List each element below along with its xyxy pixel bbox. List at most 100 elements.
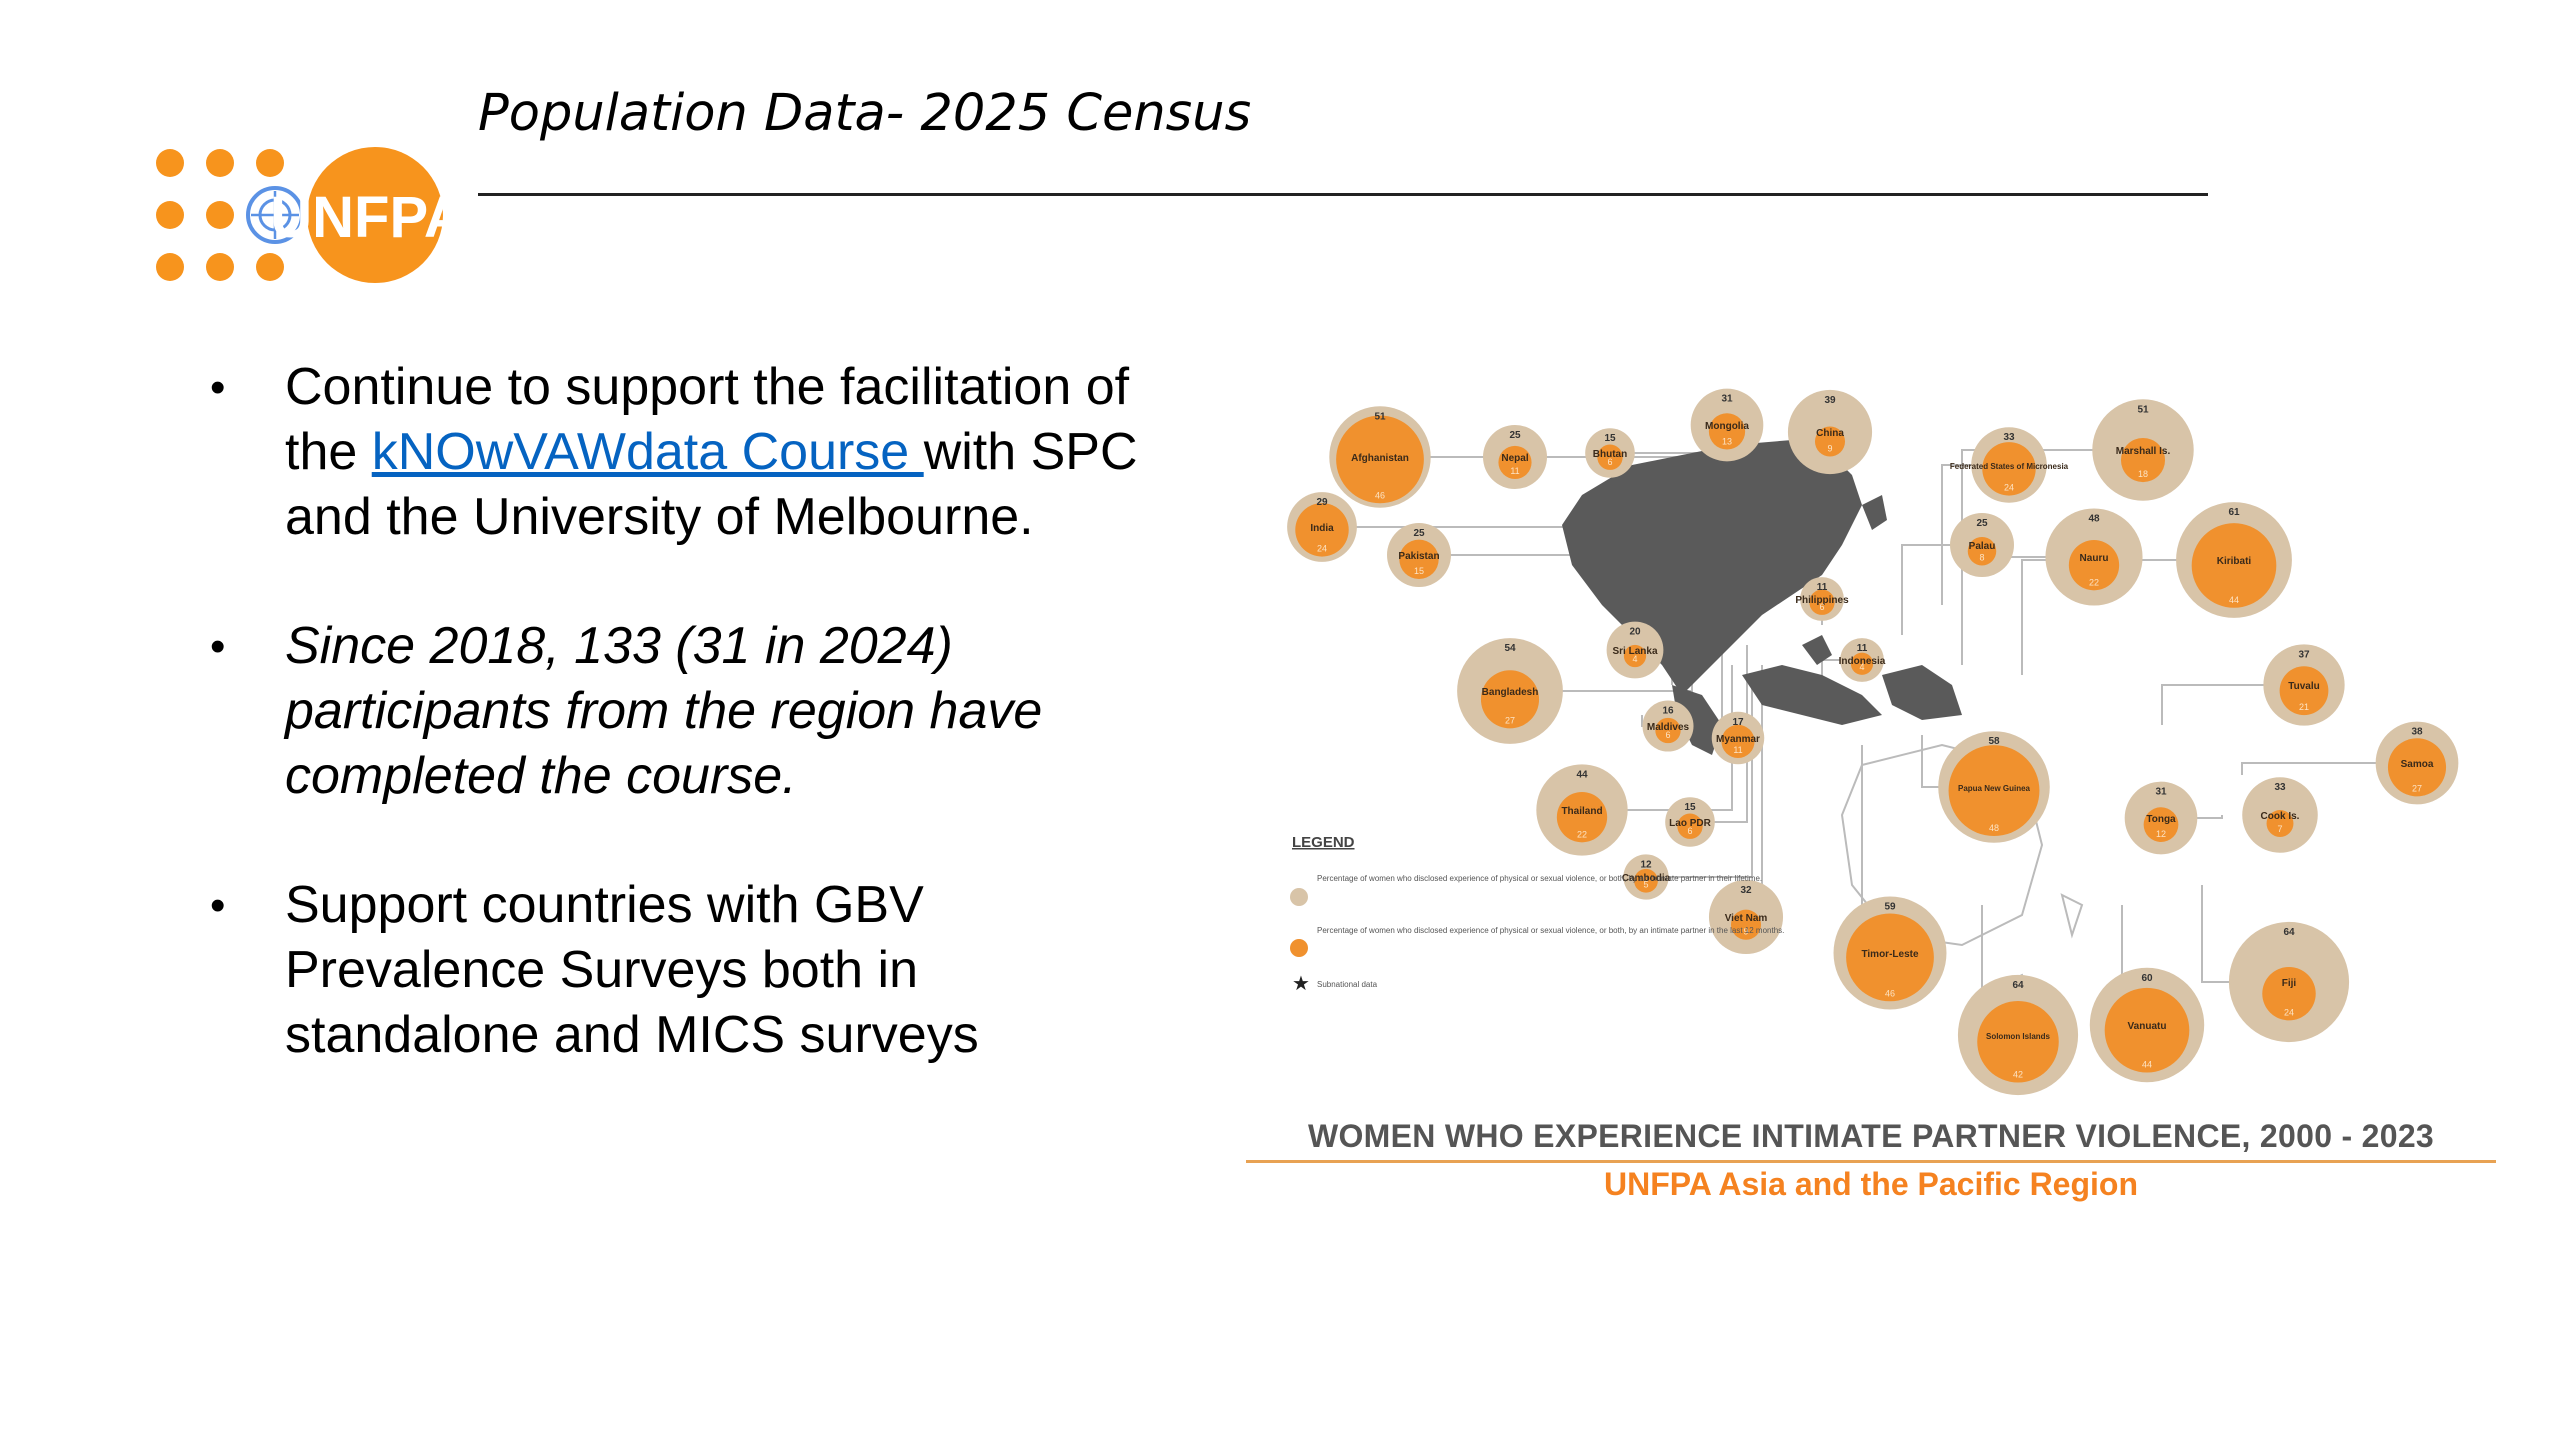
last12-value: 6 [1607,457,1612,467]
legend-subnational-label: Subnational data [1317,980,1378,989]
country-name: Palau [1969,541,1996,552]
last12-value: 27 [1505,715,1515,725]
last12-value: 6 [1687,826,1692,836]
country-bubble: 51 Afghanistan 46 [1329,406,1431,508]
country-bubble: 31 Mongolia 13 [1690,388,1764,462]
country-bubble: 25 Pakistan 15 [1387,523,1451,587]
country-bubble: 25 Nepal 11 [1483,425,1547,489]
lifetime-value: 15 [1604,433,1616,444]
last12-circle [1498,445,1532,479]
lifetime-value: 64 [2283,927,2295,938]
country-bubble: 64 Fiji 24 [2228,921,2350,1043]
lifetime-value: 33 [2003,432,2015,443]
country-name: Bhutan [1593,449,1627,460]
unfpa-logo: UNFPA [156,147,450,283]
caption-divider [1246,1160,2496,1163]
page-title: Population Data- 2025 Census [478,84,1252,143]
last12-value: 18 [2138,469,2148,479]
last12-value: 44 [2142,1060,2152,1070]
lifetime-value: 32 [1740,885,1752,896]
last12-value: 24 [1317,544,1327,554]
lifetime-value: 33 [2274,782,2286,793]
last12-value: 7 [2277,824,2282,834]
bullet-text: with SPC and the University of Melbourne… [285,423,1138,546]
last12-value: 5 [1643,880,1648,890]
bullet-icon: • [210,881,226,930]
last12-circle [1634,868,1658,893]
last12-circle [1556,792,1608,843]
last12-circle [1977,1001,2059,1083]
last12-circle [2279,666,2329,716]
country-name: Lao PDR [1669,818,1711,829]
last12-circle [2387,738,2447,797]
country-name: Maldives [1647,722,1690,733]
connector-line [2021,559,2234,675]
last12-circle [2262,966,2316,1021]
lifetime-value: 25 [1413,528,1425,539]
country-name: Indonesia [1839,656,1886,667]
last12-value: 22 [2089,577,2099,587]
map-legend: LEGEND Percentage of women who disclosed… [1290,834,1784,995]
country-bubble: 33 Cook Is. 7 [2242,777,2318,853]
last12-value: 12 [2156,829,2166,839]
last12-circle [1730,909,1762,940]
knowvawdata-course-link[interactable]: kNOwVAWdata Course [371,423,924,481]
country-name: India [1310,523,1334,534]
country-bubble: 37 Tuvalu 21 [2263,644,2345,726]
last12-value: 9 [1743,927,1748,937]
lifetime-value: 64 [2012,980,2024,991]
logo-circle [307,147,443,283]
last12-circle [1336,415,1424,504]
last12-value: 4 [1859,662,1864,672]
country-bubble: 60 Vanuatu 44 [2089,967,2205,1083]
country-name: Mongolia [1705,421,1749,432]
last12-circle [1655,717,1681,744]
country-name: Tuvalu [2288,681,2319,692]
bullet-text: Support countries with GBV Prevalence Su… [285,876,979,1064]
country-name: Pakistan [1398,551,1439,562]
last12-circle [1597,444,1623,470]
connector-line [2241,762,2417,775]
legend-lifetime-label: Percentage of women who disclosed experi… [1317,874,1762,883]
country-name: Kiribati [2217,556,2252,567]
country-bubble: 31 Tonga 12 [2124,781,2198,855]
country-name: Nepal [1501,453,1528,464]
last12-circle [1948,745,2040,837]
lifetime-value: 37 [2298,649,2310,660]
country-bubble: 64 Solomon Islands 42 [1957,974,2079,1096]
bullet-item-knowvawdata: • Continue to support the facilitation o… [210,355,1170,550]
country-name: Philippines [1795,595,1849,606]
logo-dots [156,149,284,281]
lifetime-value: 58 [1988,736,2000,747]
legend-lifetime-swatch [1290,888,1308,906]
last12-value: 15 [1414,566,1424,576]
logo-text: UNFPA [270,185,450,250]
country-bubble: 48 Nauru 22 [2045,508,2143,606]
lifetime-value: 31 [2155,787,2167,798]
bullet-item-participants: • Since 2018, 133 (31 in 2024) participa… [210,614,1170,809]
last12-circle [1677,813,1703,839]
last12-circle [2120,437,2166,483]
lifetime-value: 48 [2088,513,2100,524]
country-name: Papua New Guinea [1958,784,2031,793]
legend-title: LEGEND [1292,834,1355,851]
last12-circle [2266,810,2294,837]
ipv-infographic: 51Afghanistan4625Nepal1115Bhutan631Mongo… [1287,388,2459,1096]
lifetime-value: 11 [1857,643,1868,654]
lifetime-value: 12 [1640,859,1652,870]
country-bubble: 29 India 24 [1287,492,1357,562]
last12-value: 11 [1733,745,1742,755]
last12-value: 6 [1819,602,1824,612]
last12-circle [2143,807,2179,842]
country-bubble: 58 Papua New Guinea 48 [1938,731,2050,843]
country-name: Tonga [2146,814,2176,825]
last12-circle [1480,670,1540,729]
last12-value: 42 [2013,1070,2023,1080]
bullet-text: Continue to support the facilitation of … [285,358,1130,481]
infographic-caption-subtitle: UNFPA Asia and the Pacific Region [1603,1166,2138,1202]
last12-value: 27 [2412,783,2422,793]
